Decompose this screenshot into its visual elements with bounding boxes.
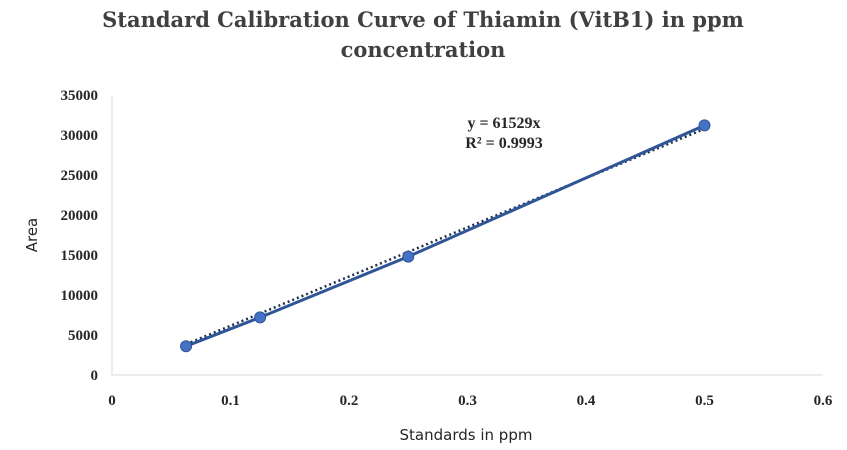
x-tick-label: 0.6 (814, 393, 833, 409)
y-tick-label: 15000 (61, 248, 99, 264)
x-tick-label: 0.3 (458, 393, 477, 409)
r-squared-label: R² = 0.9993 (465, 135, 542, 152)
x-tick-label: 0.4 (577, 393, 596, 409)
y-tick-label: 35000 (61, 88, 99, 104)
y-tick-label: 0 (91, 368, 99, 384)
x-tick-label: 0.5 (695, 393, 714, 409)
y-tick-label: 25000 (61, 168, 99, 184)
chart-title-line-1: Standard Calibration Curve of Thiamin (V… (102, 7, 744, 32)
chart-title-line-2: concentration (341, 37, 506, 62)
x-axis-tick-labels: 0 0.1 0.2 0.3 0.4 0.5 0.6 (108, 393, 833, 409)
trendline-equation: y = 61529x (467, 115, 540, 132)
data-points (180, 119, 711, 353)
y-axis-tick-labels: 0 5000 10000 15000 20000 25000 30000 35000 (61, 88, 99, 384)
data-point (402, 250, 415, 263)
x-tick-label: 0.1 (221, 393, 240, 409)
data-point (180, 340, 193, 353)
y-tick-label: 20000 (61, 208, 99, 224)
x-axis-title: Standards in ppm (400, 426, 533, 444)
y-axis-title: Area (23, 218, 41, 253)
data-point (698, 119, 711, 132)
x-tick-label: 0 (108, 393, 116, 409)
y-tick-label: 10000 (61, 288, 99, 304)
y-tick-label: 5000 (68, 328, 98, 344)
data-point (254, 311, 267, 324)
data-series-line (185, 124, 706, 348)
x-tick-label: 0.2 (340, 393, 359, 409)
y-tick-label: 30000 (61, 128, 99, 144)
linear-trendline (185, 127, 705, 346)
